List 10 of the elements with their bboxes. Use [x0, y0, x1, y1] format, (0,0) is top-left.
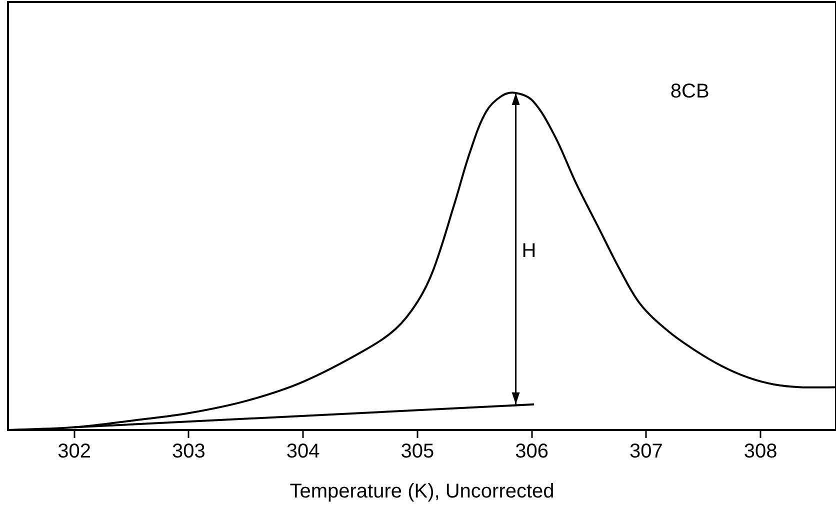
x-tick-label: 305	[400, 440, 434, 463]
x-tick-label: 307	[629, 440, 663, 463]
x-tick-label: 304	[286, 440, 320, 463]
x-tick-label: 308	[744, 440, 778, 463]
x-tick-label: 306	[515, 440, 548, 463]
annotation: 8CB	[670, 80, 710, 103]
x-axis-title: Temperature (K), Uncorrected	[290, 480, 554, 503]
x-tick-label: 303	[172, 440, 206, 463]
annotation: H	[522, 240, 536, 262]
x-tick-label: 302	[58, 440, 92, 463]
